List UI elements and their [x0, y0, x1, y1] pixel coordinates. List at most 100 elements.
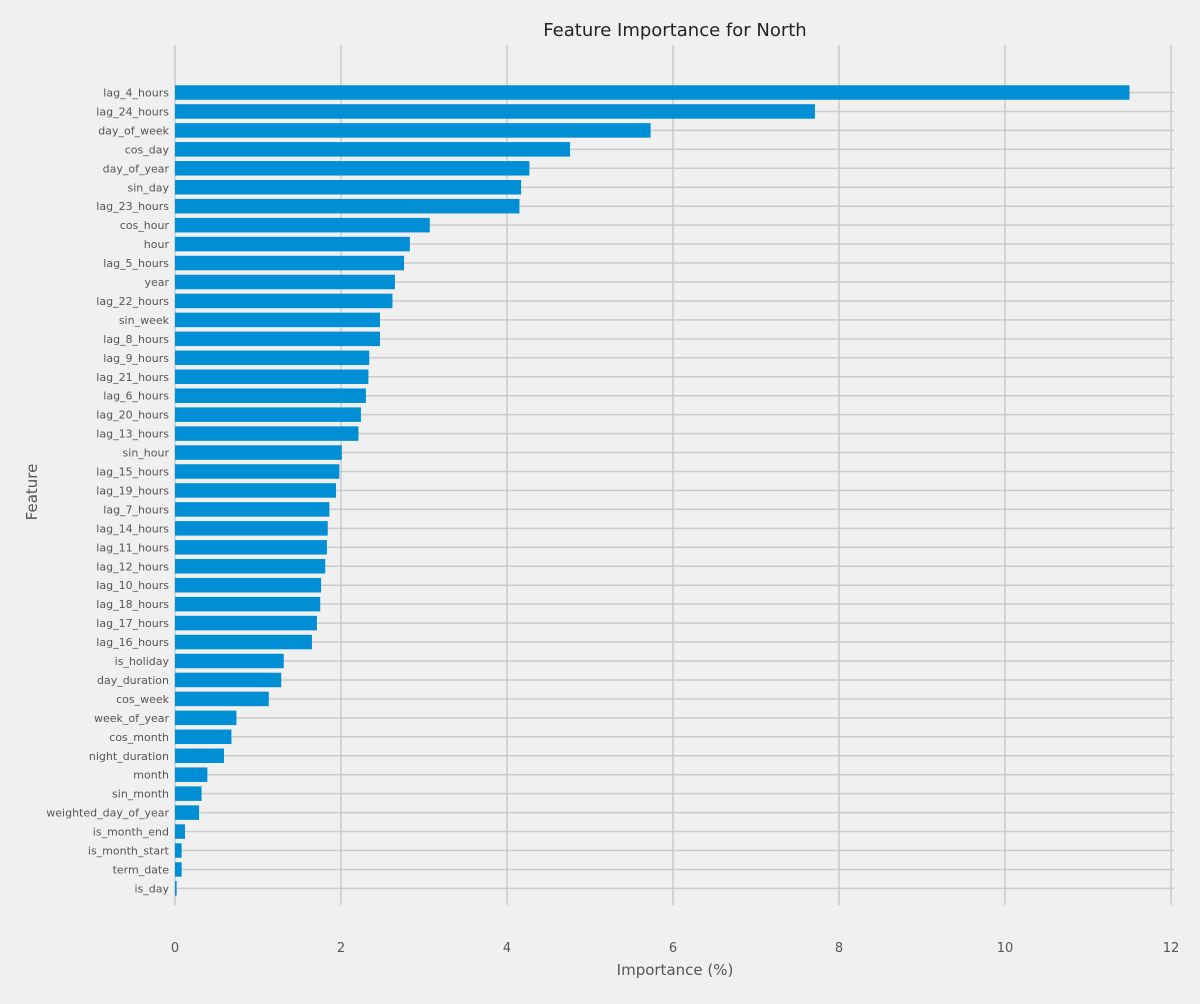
bar	[175, 786, 202, 801]
bar	[175, 615, 317, 631]
bar	[175, 483, 337, 498]
bar	[175, 464, 340, 479]
bar	[175, 312, 381, 328]
bar	[175, 691, 269, 707]
y-tick-label: is_holiday	[115, 655, 170, 668]
y-tick-label: lag_17_hours	[96, 617, 169, 630]
y-tick-label: cos_month	[109, 731, 169, 744]
bar	[175, 843, 182, 858]
y-tick-label: lag_21_hours	[96, 371, 169, 384]
y-tick-label: lag_24_hours	[96, 105, 169, 118]
x-axis-label: Importance (%)	[617, 961, 734, 979]
y-tick-label: lag_23_hours	[96, 200, 169, 213]
chart-title: Feature Importance for North	[543, 20, 806, 41]
y-tick-label: is_day	[134, 882, 169, 895]
bar	[175, 369, 369, 384]
bar	[175, 142, 571, 157]
y-tick-label: lag_14_hours	[96, 522, 169, 535]
bar	[175, 824, 185, 839]
bar	[175, 407, 361, 422]
y-tick-label: lag_6_hours	[103, 390, 169, 403]
y-tick-label: lag_8_hours	[103, 333, 169, 346]
y-tick-label: cos_hour	[120, 219, 170, 232]
y-tick-label: year	[144, 276, 169, 289]
x-tick-label: 12	[1163, 941, 1180, 956]
bar	[175, 293, 393, 309]
y-tick-label: lag_5_hours	[103, 257, 169, 270]
bar	[175, 862, 182, 877]
y-tick-label: term_date	[113, 863, 170, 876]
y-tick-label: lag_7_hours	[103, 503, 169, 516]
bar	[175, 198, 520, 214]
x-tick-label: 8	[835, 941, 843, 956]
y-tick-label: is_month_start	[88, 845, 170, 858]
bar	[175, 255, 405, 271]
bar	[175, 672, 282, 688]
bars-layer	[175, 85, 1130, 896]
y-tick-label: sin_day	[128, 181, 170, 194]
y-tick-label: sin_month	[112, 788, 169, 801]
bar	[175, 445, 342, 460]
y-tick-label: lag_18_hours	[96, 598, 169, 611]
bar	[175, 85, 1130, 100]
y-tick-labels: lag_4_hours lag_24_hours day_of_week cos_da…	[46, 87, 169, 896]
y-tick-label: sin_hour	[123, 447, 170, 460]
y-tick-label: lag_9_hours	[103, 352, 169, 365]
x-tick-label: 10	[997, 941, 1014, 956]
bar	[175, 388, 366, 403]
y-tick-label: lag_19_hours	[96, 484, 169, 497]
bar	[175, 748, 224, 763]
y-axis-label: Feature	[23, 464, 41, 521]
bar	[175, 123, 651, 138]
bar	[175, 653, 284, 669]
y-tick-label: day_of_week	[98, 124, 169, 137]
y-tick-label: lag_12_hours	[96, 560, 169, 573]
y-tick-label: week_of_year	[94, 712, 170, 725]
y-tick-label: cos_day	[125, 143, 170, 156]
y-tick-label: hour	[144, 238, 170, 251]
bar	[175, 634, 312, 650]
y-tick-label: lag_16_hours	[96, 636, 169, 649]
bar	[175, 331, 381, 347]
bar	[175, 161, 530, 176]
y-tick-label: lag_22_hours	[96, 295, 169, 308]
bar	[175, 596, 321, 612]
x-tick-label: 4	[503, 941, 511, 956]
y-tick-label: lag_4_hours	[103, 87, 169, 100]
x-tick-label: 6	[669, 941, 677, 956]
y-tick-label: month	[133, 769, 169, 782]
y-tick-label: lag_10_hours	[96, 579, 169, 592]
bar	[175, 274, 395, 290]
bar	[175, 104, 815, 119]
x-tick-label: 0	[171, 941, 179, 956]
bar	[175, 502, 330, 517]
bar	[175, 350, 370, 366]
y-tick-label: lag_15_hours	[96, 466, 169, 479]
y-tick-label: lag_20_hours	[96, 409, 169, 422]
y-tick-label: day_of_year	[103, 162, 170, 175]
y-tick-label: day_duration	[97, 674, 169, 687]
bar	[175, 540, 327, 555]
bar	[175, 881, 177, 896]
y-tick-label: cos_week	[116, 693, 170, 706]
x-tick-labels: 0 2 4 6 8 10 12	[171, 941, 1179, 956]
y-tick-label: weighted_day_of_year	[46, 807, 169, 820]
y-tick-label: lag_13_hours	[96, 428, 169, 441]
bar	[175, 805, 200, 820]
x-tick-label: 2	[337, 941, 345, 956]
y-tick-label: is_month_end	[93, 826, 169, 839]
bar	[175, 729, 232, 745]
bar	[175, 767, 208, 782]
bar	[175, 180, 522, 195]
bar	[175, 710, 237, 726]
bar	[175, 217, 430, 233]
bar	[175, 521, 328, 536]
bar	[175, 236, 410, 252]
bar	[175, 577, 322, 593]
y-tick-label: lag_11_hours	[96, 541, 169, 554]
bar	[175, 426, 359, 441]
bar	[175, 559, 326, 574]
y-tick-label: night_duration	[89, 750, 169, 763]
